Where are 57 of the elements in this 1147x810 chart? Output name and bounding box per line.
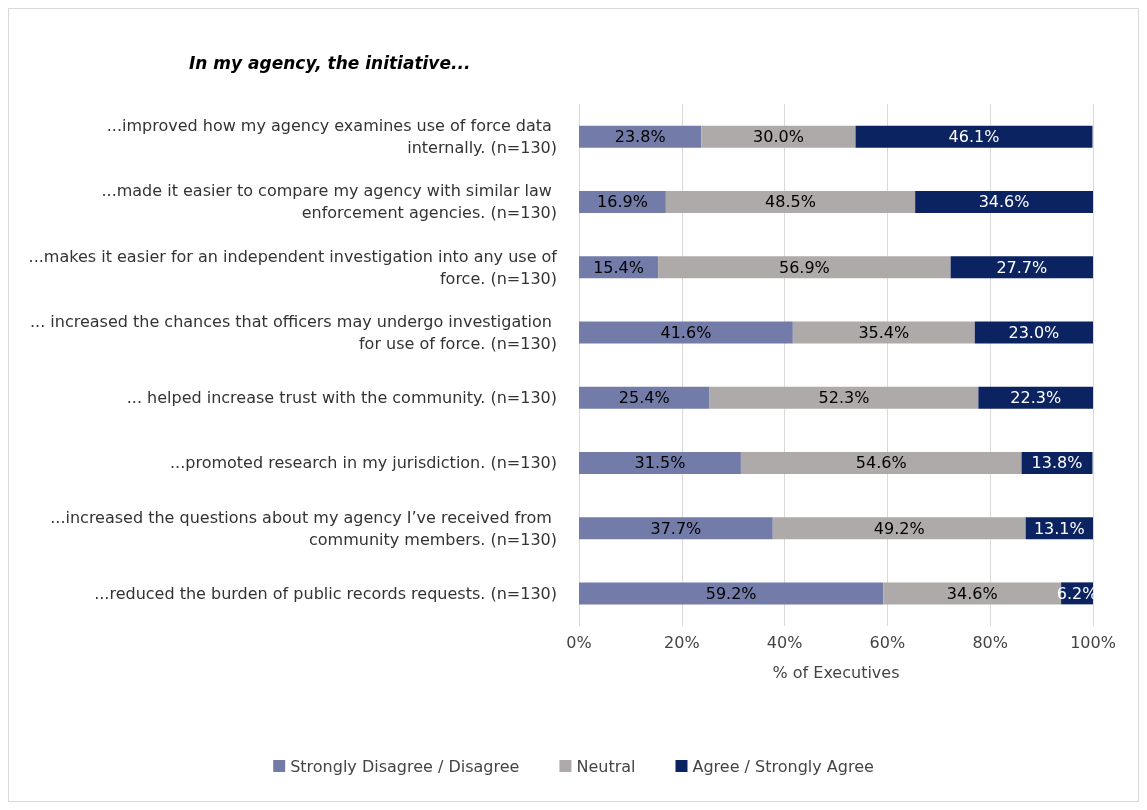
legend-label: Strongly Disagree / Disagree	[290, 756, 520, 776]
bar	[579, 517, 773, 540]
bar	[740, 451, 1022, 474]
data-label: 27.7%	[996, 257, 1048, 277]
data-label: 46.1%	[948, 127, 1000, 147]
x-tick-label: 0%	[566, 632, 592, 652]
data-label: 41.6%	[660, 322, 712, 342]
bar	[950, 256, 1093, 279]
data-label: 34.6%	[946, 583, 998, 603]
data-label: 15.4%	[593, 257, 644, 277]
x-tick-label: 80%	[972, 632, 1008, 652]
bar	[701, 125, 856, 148]
y-tick-label: ... increased the chances that officers may undergo investigation for use of force. (n=130)	[30, 311, 557, 353]
data-label: 23.8%	[614, 127, 666, 147]
data-label: 35.4%	[858, 322, 910, 342]
x-tick-label: 100%	[1070, 632, 1116, 652]
legend-label: Agree / Strongly Agree	[692, 756, 874, 776]
bar	[665, 190, 916, 213]
data-label: 49.2%	[873, 518, 925, 538]
y-tick-label: ...promoted research in my jurisdiction. (n=130)	[169, 453, 557, 473]
x-tick-label: 60%	[869, 632, 906, 652]
data-label: 31.5%	[634, 453, 686, 473]
data-label: 23.0%	[1008, 322, 1060, 342]
y-tick-label: ...increased the questions about my agency I’ve received from community members. (n=130)	[50, 507, 557, 549]
text: In my agency, the initiative...	[189, 52, 471, 73]
data-label: 48.5%	[765, 192, 816, 212]
data-label: 16.9%	[597, 192, 648, 212]
bar	[855, 125, 1093, 148]
y-tick-label: ...makes it easier for an independent investigation into any use of force. (n=130)	[28, 246, 558, 288]
data-label: 34.6%	[978, 192, 1030, 212]
bar	[579, 582, 884, 605]
data-label: 54.6%	[855, 453, 907, 473]
data-label: 30.0%	[753, 127, 804, 147]
data-label: 52.3%	[818, 388, 870, 408]
bar	[658, 256, 951, 279]
data-label: 13.8%	[1031, 453, 1083, 473]
bar	[915, 190, 1093, 213]
data-label: 25.4%	[618, 388, 670, 408]
bar	[579, 321, 793, 344]
bar	[792, 321, 975, 344]
y-tick-label: ...improved how my agency examines use of force data internally. (n=130)	[106, 116, 557, 158]
data-label: 13.1%	[1033, 518, 1085, 538]
bar	[579, 451, 741, 474]
data-label: 22.3%	[1010, 388, 1062, 408]
legend-label: Neutral	[576, 756, 636, 776]
x-axis-title: % of Executives	[772, 662, 900, 682]
x-tick-label: 20%	[664, 632, 700, 652]
bar	[579, 386, 710, 409]
data-label: 37.7%	[650, 518, 702, 538]
data-label: 56.9%	[778, 257, 830, 277]
x-tick-label: 40%	[766, 632, 803, 652]
y-tick-label: ...reduced the burden of public records requests. (n=130)	[94, 583, 557, 603]
data-label: 59.2%	[705, 583, 757, 603]
bar	[772, 517, 1026, 540]
y-tick-label: ... helped increase trust with the community. (n=130)	[126, 388, 557, 408]
bar	[709, 386, 979, 409]
y-tick-label: ...made it easier to compare my agency with similar law enforcement agencies. (n=130)	[101, 181, 557, 223]
